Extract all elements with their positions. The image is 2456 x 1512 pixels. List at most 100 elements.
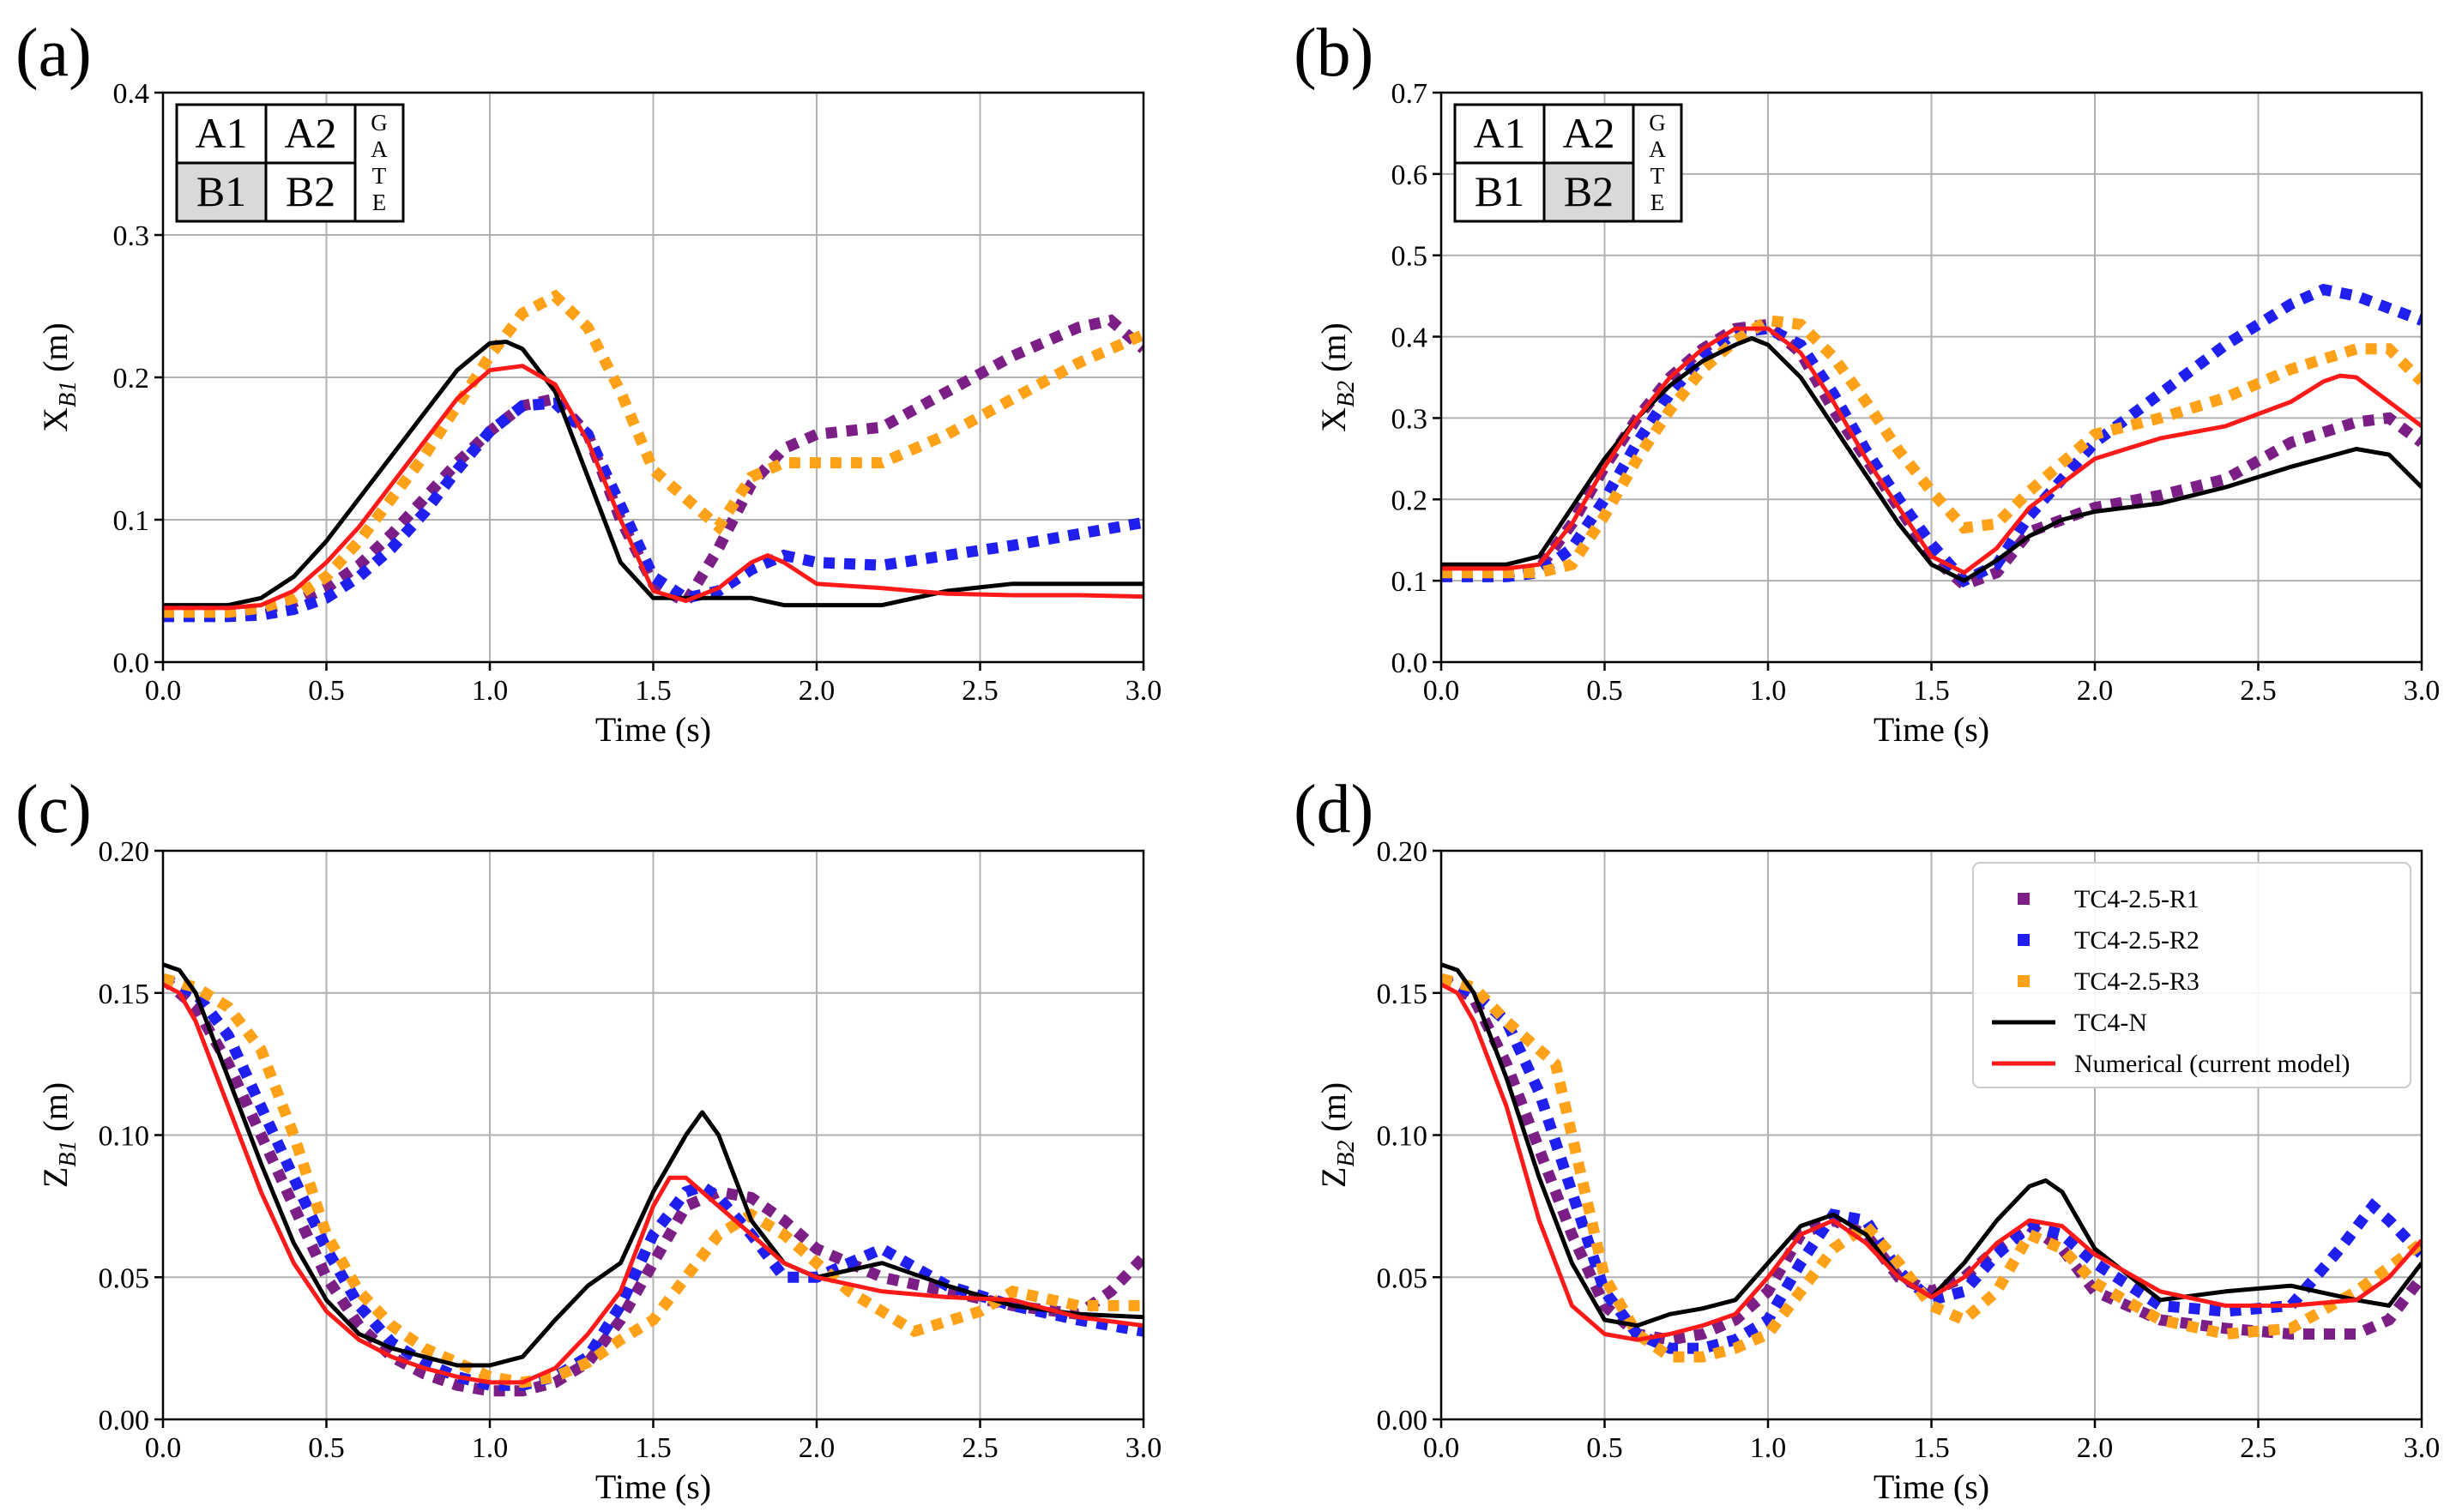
inset-gate xyxy=(1632,103,1683,223)
y-axis-title: ZB1 (m) xyxy=(36,1082,81,1188)
x-tick-label: 0.0 xyxy=(145,1432,182,1464)
series-numerical-current-model xyxy=(1441,326,2422,575)
x-tick-label: 2.0 xyxy=(2077,675,2114,707)
y-axis-title-base: X xyxy=(36,407,75,432)
x-tick-label: 3.0 xyxy=(1125,1432,1162,1464)
x-tick-label: 0.0 xyxy=(1423,675,1460,707)
inset-cell-a1 xyxy=(175,103,268,165)
inset-gate-letter: T xyxy=(372,163,387,189)
y-tick-label: 0.2 xyxy=(1391,485,1428,516)
inset-cell-b1 xyxy=(175,161,268,223)
y-tick-label: 0.0 xyxy=(113,648,150,679)
panel-a-letter: (a) xyxy=(15,15,92,91)
inset-cell-label: A1 xyxy=(195,109,247,157)
inset-cell-b2 xyxy=(264,161,357,223)
inset-gate-letter: G xyxy=(371,110,388,136)
y-axis-title-subscript: B1 xyxy=(55,1141,81,1167)
y-axis-title-unit: (m) xyxy=(1314,1082,1353,1141)
panel-c-letter: (c) xyxy=(15,772,92,847)
inset-gate-letter: G xyxy=(1649,110,1666,136)
inset-cell-b1 xyxy=(1453,161,1546,223)
legend-label: TC4-2.5-R3 xyxy=(2074,967,2200,996)
x-axis-title: Time (s) xyxy=(595,710,711,749)
y-axis-title-base: X xyxy=(1314,407,1353,432)
y-tick-label: 0.20 xyxy=(1377,836,1428,868)
legend-label: TC4-2.5-R2 xyxy=(2074,926,2200,955)
y-tick-label: 0.5 xyxy=(1391,241,1428,273)
y-tick-label: 0.4 xyxy=(113,78,150,110)
series-tc4-2-5-r3 xyxy=(163,973,1144,1389)
x-tick-label: 2.5 xyxy=(2240,1432,2277,1464)
y-tick-label: 0.1 xyxy=(1391,566,1428,598)
y-axis-title-subscript: B2 xyxy=(1333,381,1360,407)
legend-label: TC4-N xyxy=(2074,1009,2147,1037)
x-tick-label: 1.0 xyxy=(472,675,509,707)
x-tick-label: 2.0 xyxy=(799,675,836,707)
x-tick-label: 1.5 xyxy=(1913,1432,1950,1464)
inset-cell-label: B1 xyxy=(196,167,246,215)
inset-cell-label: B2 xyxy=(286,167,335,215)
series-numerical-current-model xyxy=(1441,982,2422,1342)
series-group xyxy=(163,289,1144,623)
series-group xyxy=(1441,962,2422,1363)
y-axis-title-unit: (m) xyxy=(1314,322,1353,381)
legend-box xyxy=(1972,862,2411,1088)
x-tick-label: 1.0 xyxy=(1750,675,1787,707)
legend-marker-tc4-2-5-r2 xyxy=(2018,934,2030,946)
inset-cell-label: A1 xyxy=(1473,109,1525,157)
x-tick-label: 1.5 xyxy=(635,675,672,707)
legend-marker-tc4-2-5-r3 xyxy=(2018,975,2030,987)
x-tick-label: 1.0 xyxy=(1750,1432,1787,1464)
y-axis-title-unit: (m) xyxy=(36,322,75,381)
x-tick-label: 0.5 xyxy=(1586,675,1623,707)
series-tc4-2-5-r3 xyxy=(163,289,1144,618)
series-tc4-2-5-r1 xyxy=(1441,973,2422,1346)
series-tc4-2-5-r3 xyxy=(1441,314,2422,579)
y-tick-label: 0.1 xyxy=(113,505,150,537)
series-tc4-2-5-r2 xyxy=(163,973,1144,1391)
y-tick-label: 0.20 xyxy=(99,836,150,868)
panel-b-letter: (b) xyxy=(1294,15,1373,91)
inset-gate-letter: T xyxy=(1650,163,1665,189)
panel-b: (b) 0.0 0.5 1.0 1.5 2.0 2.5 3.0 0.0 0.1 0.2 0.3 0.4 0… xyxy=(1294,15,2440,749)
x-tick-label: 3.0 xyxy=(2404,675,2441,707)
y-tick-label: 0.3 xyxy=(1391,403,1428,435)
y-axis-title-base: Z xyxy=(36,1167,75,1188)
series-tc4-2-5-r2 xyxy=(163,397,1144,623)
inset-gate-letter: E xyxy=(372,190,387,215)
x-tick-label: 0.5 xyxy=(308,1432,345,1464)
y-axis-title-unit: (m) xyxy=(36,1082,75,1141)
y-tick-label: 0.00 xyxy=(99,1405,150,1437)
inset-cell-label: B2 xyxy=(1564,167,1614,215)
series-tc4-n xyxy=(163,962,1144,1368)
x-tick-label: 3.0 xyxy=(2404,1432,2441,1464)
y-tick-label: 0.15 xyxy=(99,979,150,1010)
panel-d: (d) 0.0 0.5 1.0 1.5 2.0 2.5 3.0 0.00 0.05 0.10 0.15… xyxy=(1294,772,2440,1506)
x-axis-title: Time (s) xyxy=(1874,1467,1989,1506)
series-tc4-2-5-r3 xyxy=(1441,973,2422,1363)
y-axis-title-base: Z xyxy=(1314,1167,1353,1188)
x-tick-label: 0.0 xyxy=(1423,1432,1460,1464)
panel-d-letter: (d) xyxy=(1294,772,1373,847)
x-tick-label: 2.0 xyxy=(2077,1432,2114,1464)
y-axis-title-subscript: B2 xyxy=(1333,1141,1360,1167)
x-axis-title: Time (s) xyxy=(595,1467,711,1506)
x-tick-label: 2.0 xyxy=(799,1432,836,1464)
x-tick-label: 3.0 xyxy=(1125,675,1162,707)
y-tick-label: 0.4 xyxy=(1391,322,1428,354)
x-tick-label: 2.5 xyxy=(962,675,999,707)
series-group xyxy=(163,962,1144,1397)
y-axis-title: XB1 (m) xyxy=(36,322,81,432)
y-tick-label: 0.3 xyxy=(113,220,150,252)
series-tc4-n xyxy=(163,340,1144,608)
inset-gate xyxy=(353,103,405,223)
x-tick-label: 0.0 xyxy=(145,675,182,707)
inset-cell-label: A2 xyxy=(1562,109,1614,157)
series-numerical-current-model xyxy=(163,364,1144,611)
x-tick-label: 0.5 xyxy=(1586,1432,1623,1464)
y-tick-label: 0.6 xyxy=(1391,160,1428,191)
y-tick-label: 0.7 xyxy=(1391,78,1428,110)
